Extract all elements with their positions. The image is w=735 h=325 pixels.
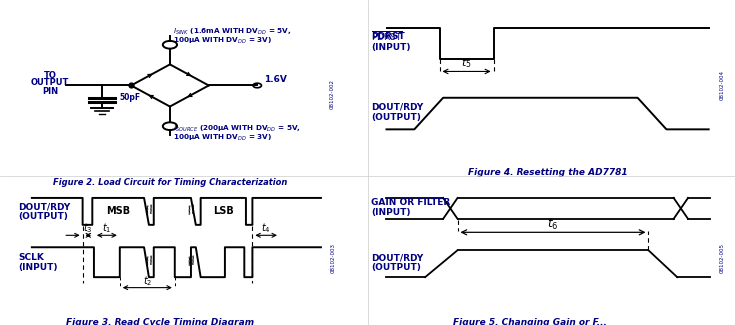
- Text: DOUT/RDY: DOUT/RDY: [371, 102, 423, 111]
- Text: $t_2$: $t_2$: [143, 274, 152, 288]
- Text: //: //: [187, 255, 196, 266]
- Text: $t_3$: $t_3$: [83, 222, 93, 235]
- Text: TO: TO: [44, 71, 57, 80]
- Text: 08102-004: 08102-004: [720, 71, 725, 100]
- Text: Figure 2. Load Circuit for Timing Characterization: Figure 2. Load Circuit for Timing Charac…: [53, 178, 287, 188]
- Text: //: //: [145, 255, 154, 266]
- Text: 1.6V: 1.6V: [264, 75, 287, 84]
- Text: SCLK: SCLK: [18, 253, 44, 262]
- Text: 50pF: 50pF: [120, 93, 141, 102]
- Text: $t_4$: $t_4$: [262, 222, 271, 235]
- Text: 100μA WITH DV$_{DD}$ = 3V): 100μA WITH DV$_{DD}$ = 3V): [173, 133, 272, 143]
- Text: OUTPUT: OUTPUT: [31, 78, 70, 87]
- Text: $t_5$: $t_5$: [462, 56, 472, 70]
- Text: Figure 5. Changing Gain or F...: Figure 5. Changing Gain or F...: [453, 318, 606, 325]
- Text: Figure 3. Read Cycle Timing Diagram: Figure 3. Read Cycle Timing Diagram: [66, 318, 254, 325]
- Text: PDRST: PDRST: [371, 32, 405, 41]
- Text: MSB: MSB: [106, 206, 130, 215]
- Text: (OUTPUT): (OUTPUT): [371, 113, 421, 123]
- Text: 08102-002: 08102-002: [329, 79, 334, 109]
- Text: 08102-003: 08102-003: [331, 243, 336, 273]
- Text: (OUTPUT): (OUTPUT): [18, 212, 68, 221]
- Text: (INPUT): (INPUT): [18, 263, 57, 272]
- Text: GAIN OR FILTER: GAIN OR FILTER: [371, 198, 451, 207]
- Text: DOUT/RDY: DOUT/RDY: [371, 253, 423, 262]
- Circle shape: [253, 83, 262, 88]
- Text: Figure 4. Resetting the AD7781: Figure 4. Resetting the AD7781: [467, 168, 628, 177]
- Text: $t_6$: $t_6$: [548, 217, 559, 232]
- Text: $I_{SINK}$ (1.6mA WITH DV$_{DD}$ = 5V,: $I_{SINK}$ (1.6mA WITH DV$_{DD}$ = 5V,: [173, 27, 292, 37]
- Text: //: //: [145, 204, 154, 216]
- Text: $t_1$: $t_1$: [102, 222, 112, 235]
- Text: LSB: LSB: [213, 206, 234, 215]
- Text: 08102-005: 08102-005: [720, 243, 725, 273]
- Text: (INPUT): (INPUT): [371, 43, 411, 52]
- Text: $I_{SOURCE}$ (200μA WITH DV$_{DD}$ = 5V,: $I_{SOURCE}$ (200μA WITH DV$_{DD}$ = 5V,: [173, 124, 301, 135]
- Text: DOUT/RDY: DOUT/RDY: [18, 202, 70, 211]
- Text: (OUTPUT): (OUTPUT): [371, 263, 421, 272]
- Text: 100μA WITH DV$_{DD}$ = 3V): 100μA WITH DV$_{DD}$ = 3V): [173, 36, 272, 46]
- Text: PIN: PIN: [42, 87, 58, 96]
- Text: (INPUT): (INPUT): [371, 208, 411, 217]
- Text: $\overline{\mathrm{PDRST}}$: $\overline{\mathrm{PDRST}}$: [371, 29, 403, 43]
- Text: //: //: [187, 204, 196, 216]
